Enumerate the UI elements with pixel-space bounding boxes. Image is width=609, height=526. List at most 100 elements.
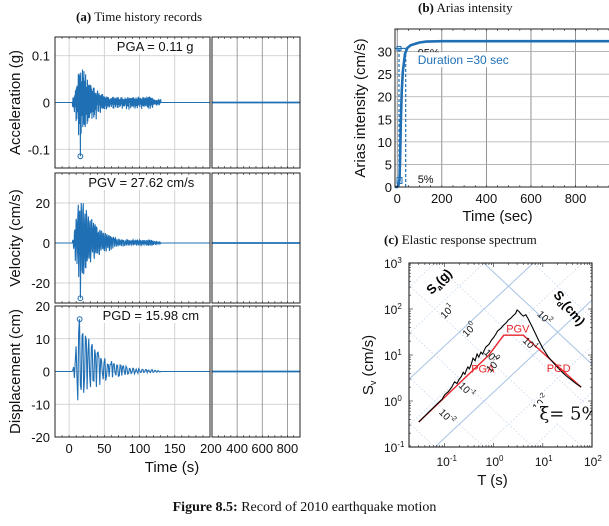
panel-a-title-text: Time history records — [94, 9, 203, 24]
x-tick-label: 400 — [476, 191, 498, 206]
y-tick-label: 10-1 — [384, 440, 405, 455]
y-tick-label: 0 — [385, 180, 392, 195]
y-tick-label: -0.1 — [28, 142, 50, 157]
time-history-acceleration: PGA = 0.11 g -0.1 0 0.1 Acceleration (g) — [7, 36, 301, 169]
y-tick-label: 0 — [43, 365, 50, 380]
y-tick-label: 20 — [36, 299, 50, 314]
peak-marker — [76, 316, 83, 323]
axes-frame — [394, 28, 609, 188]
x-tick-label: 400 — [226, 441, 248, 456]
x-tick-label: 200 — [200, 441, 222, 456]
y-tick-label: 100 — [384, 394, 402, 409]
y-tick-label: 0 — [43, 236, 50, 251]
sa-axis-line — [434, 299, 592, 447]
sd-value-label: 10-2 — [436, 406, 458, 428]
panel-c-title: (c) Elastic response spectrum — [384, 232, 537, 248]
x-tick-label: 0 — [394, 191, 401, 206]
design-spectrum-line — [418, 334, 582, 423]
y-tick-label: 20 — [36, 196, 50, 211]
y-tick-label: 15 — [378, 112, 392, 127]
sa-grid-minor — [409, 263, 436, 288]
y-tick-label: 20 — [378, 90, 392, 105]
sd-value-label: 102 — [535, 308, 555, 328]
y-tick-label: -10 — [31, 397, 50, 412]
x-tick-label: 100 — [129, 441, 151, 456]
x-axis-label: T (s) — [477, 472, 508, 489]
sa-axis-line — [409, 263, 535, 380]
sd-grid-minor — [409, 422, 436, 447]
signal-line-velocity — [55, 202, 210, 299]
panel-a-title: (a) Time history records — [76, 9, 202, 25]
panel-c-tag: (c) — [384, 232, 399, 247]
x-tick-label: 102 — [584, 454, 602, 469]
y-axis-label: Arias intensity (cm/s) — [352, 38, 369, 177]
panel-b-title: (b) Arias intensity — [418, 0, 513, 16]
y-tick-label: 30 — [378, 45, 392, 60]
x-axis-label: Time (s) — [145, 459, 199, 476]
y-tick-label: -20 — [31, 276, 50, 291]
annotation-bg — [113, 40, 204, 54]
x-tick-label: 800 — [277, 441, 299, 456]
y-tick-label: 10 — [378, 135, 392, 150]
annotation-bg — [85, 176, 204, 190]
peak-annotation: PGD = 15.98 cm — [103, 308, 199, 323]
sa-axis-label: Sa(g) — [423, 266, 456, 299]
panel-b-tag: (b) — [418, 0, 434, 15]
sa-grid-minor — [409, 263, 485, 334]
x-tick-label: 0 — [65, 441, 72, 456]
y-tick-label: 101 — [384, 348, 402, 363]
peak-marker — [77, 295, 84, 302]
damping-label-bg — [536, 403, 592, 424]
sa-grid-minor — [380, 48, 609, 268]
axes-frame-right — [211, 172, 301, 304]
sa-grid-minor — [409, 263, 584, 426]
y-tick-label: 0 — [43, 96, 50, 111]
sd-axis-line — [482, 263, 592, 365]
level95-marker — [396, 45, 402, 51]
y-tick-label: 5 — [385, 157, 392, 172]
panel-a-tag: (a) — [76, 9, 92, 24]
y-tick-label: 103 — [384, 256, 402, 271]
x-tick-label: 150 — [164, 441, 186, 456]
y-axis-label: Acceleration (g) — [7, 50, 24, 155]
sd-grid-minor — [409, 284, 583, 447]
x-tick-label: 600 — [251, 441, 273, 456]
pgv-label: PGV — [506, 323, 530, 335]
panel-b-title-text: Arias intensity — [436, 0, 513, 15]
x-tick-label: 100 — [486, 454, 504, 469]
peak-marker — [77, 153, 84, 160]
y-axis-label: Velocity (cm/s) — [7, 189, 24, 287]
panel-c-title-text: Elastic response spectrum — [401, 232, 537, 247]
time-history-displacement: PGD = 15.98 cm -20 -10 0 10 20 Displacement (c… — [7, 299, 301, 476]
x-tick-label: 10-1 — [436, 454, 457, 469]
y-tick-label: 25 — [378, 67, 392, 82]
y-axis-label: Displacement (cm) — [7, 309, 24, 434]
x-tick-label: 50 — [97, 441, 111, 456]
caption-label: Figure 8.5: — [172, 500, 238, 515]
label-5: 5% — [418, 174, 434, 186]
response-spectrum-line — [418, 309, 582, 423]
y-axis-label: Sv (cm/s) — [360, 335, 378, 395]
arias-curve — [395, 39, 609, 189]
damping-label: ξ= 5% — [539, 403, 598, 424]
signal-line-displacement — [55, 319, 210, 401]
sd-grid-minor — [409, 376, 485, 447]
y-tick-label: 0.1 — [32, 49, 50, 64]
y-tick-label: 10 — [36, 332, 50, 347]
sa-value-label: 100 — [459, 320, 479, 340]
figure-caption: Figure 8.5: Record of 2010 earthquake mo… — [0, 500, 609, 516]
peak-annotation: PGV = 27.62 cm/s — [88, 175, 194, 190]
y-tick-label: 102 — [384, 302, 402, 317]
time-history-velocity: PGV = 27.62 cm/s -20 0 20 Velocity (cm/s) — [7, 172, 301, 304]
x-axis-label: Time (sec) — [462, 208, 532, 225]
signal-line-acceleration — [55, 69, 210, 157]
arias-chart: 95%5%Duration =30 sec0510152025300200400… — [352, 28, 609, 225]
x-tick-label: 200 — [431, 191, 453, 206]
annotation-bg — [99, 309, 204, 323]
pgd-label: PGD — [547, 363, 571, 375]
duration-annotation: Duration =30 sec — [418, 53, 509, 67]
x-tick-label: 101 — [535, 454, 553, 469]
peak-annotation: PGA = 0.11 g — [117, 39, 194, 54]
annotation-bg — [415, 52, 520, 68]
